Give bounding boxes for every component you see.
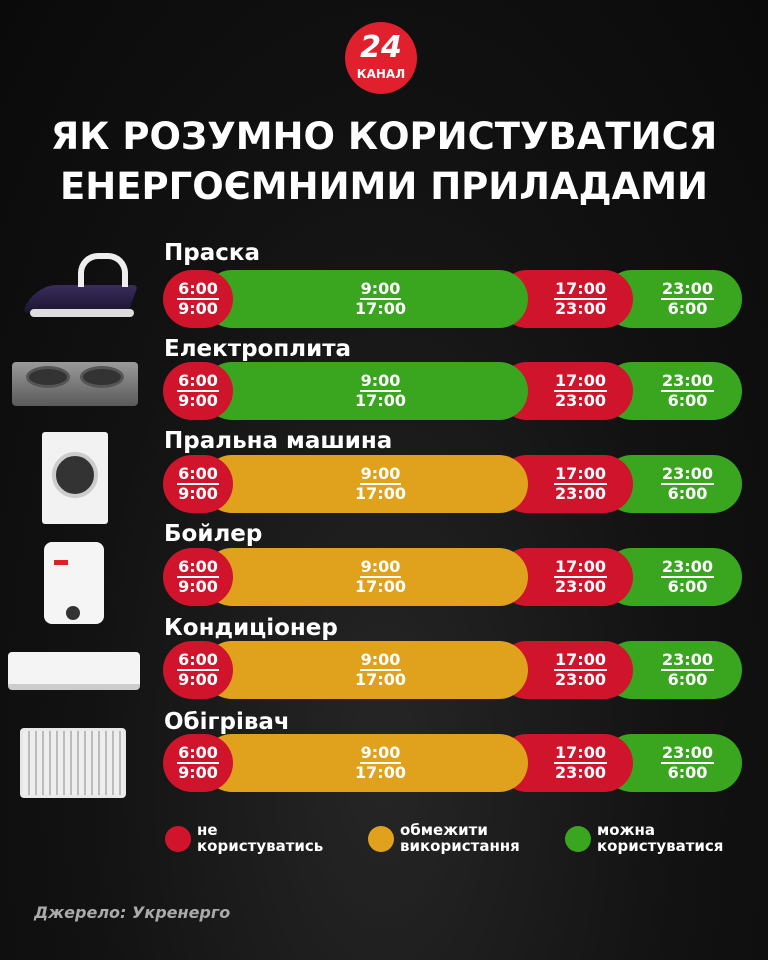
segment-to: 23:00 [555, 484, 606, 503]
segment-from: 6:00 [177, 371, 219, 392]
schedule-bar: 6:00 9:00 9:00 17:00 17:00 23:00 23:00 6:00 [163, 641, 742, 699]
segment-from: 23:00 [661, 279, 714, 300]
time-segment-amber: 9:00 17:00 [203, 455, 528, 513]
segment-to: 17:00 [355, 484, 406, 503]
legend-line: користуватися [597, 837, 724, 855]
segment-from: 23:00 [661, 464, 714, 485]
boiler-icon [44, 542, 104, 624]
time-segment-amber: 9:00 17:00 [203, 548, 528, 606]
segment-from: 9:00 [359, 650, 402, 671]
page-title: ЯК РОЗУМНО КОРИСТУВАТИСЯ ЕНЕРГОЄМНИМИ ПР… [0, 112, 768, 212]
segment-from: 23:00 [661, 650, 714, 671]
title-line-1: ЯК РОЗУМНО КОРИСТУВАТИСЯ [50, 115, 718, 158]
segment-to: 23:00 [555, 577, 606, 596]
segment-from: 17:00 [554, 371, 607, 392]
segment-from: 23:00 [661, 371, 714, 392]
segment-from: 6:00 [177, 743, 219, 764]
legend-label: не користуватись [197, 822, 323, 854]
appliance-label: Бойлер [164, 521, 263, 547]
segment-to: 6:00 [667, 577, 708, 596]
segment-to: 9:00 [178, 391, 218, 410]
appliance-label: Електроплита [164, 336, 352, 362]
segment-from: 9:00 [359, 743, 402, 764]
legend-line: використання [400, 837, 520, 855]
segment-from: 9:00 [359, 279, 402, 300]
legend-label: можна користуватися [597, 822, 723, 854]
time-segment-green: 9:00 17:00 [203, 362, 528, 420]
schedule-bar: 6:00 9:00 9:00 17:00 17:00 23:00 23:00 6:00 [163, 548, 742, 606]
segment-to: 9:00 [178, 763, 218, 782]
segment-to: 17:00 [355, 391, 406, 410]
segment-from: 17:00 [554, 743, 607, 764]
segment-from: 6:00 [177, 279, 219, 300]
time-segment-red: 6:00 9:00 [163, 734, 233, 792]
segment-to: 23:00 [555, 763, 606, 782]
segment-to: 9:00 [178, 299, 218, 318]
source-credit: Джерело: Укренерго [34, 903, 231, 922]
schedule-bar: 6:00 9:00 9:00 17:00 17:00 23:00 23:00 6:00 [163, 362, 742, 420]
legend-line: можна [597, 821, 655, 839]
legend-dot-green [565, 826, 591, 852]
title-line-2: ЕНЕРГОЄМНИМИ ПРИЛАДАМИ [59, 165, 709, 208]
segment-from: 17:00 [554, 279, 607, 300]
segment-to: 9:00 [178, 670, 218, 689]
time-segment-amber: 9:00 17:00 [203, 734, 528, 792]
segment-to: 6:00 [667, 670, 708, 689]
appliance-label: Кондиціонер [164, 615, 338, 641]
segment-from: 17:00 [554, 464, 607, 485]
washing-machine-icon [42, 432, 108, 524]
segment-to: 6:00 [667, 391, 708, 410]
segment-to: 6:00 [667, 299, 708, 318]
segment-to: 6:00 [667, 763, 708, 782]
segment-to: 6:00 [667, 484, 708, 503]
time-segment-green: 9:00 17:00 [203, 270, 528, 328]
time-segment-amber: 9:00 17:00 [203, 641, 528, 699]
time-segment-red: 6:00 9:00 [163, 641, 233, 699]
heater-icon [20, 728, 126, 798]
segment-to: 9:00 [178, 484, 218, 503]
time-segment-red: 6:00 9:00 [163, 548, 233, 606]
segment-from: 23:00 [661, 557, 714, 578]
iron-icon [22, 245, 139, 325]
time-segment-red: 6:00 9:00 [163, 362, 233, 420]
time-segment-red: 6:00 9:00 [163, 270, 233, 328]
legend-dot-amber [368, 826, 394, 852]
legend-line: користуватись [197, 837, 324, 855]
schedule-bar: 6:00 9:00 9:00 17:00 17:00 23:00 23:00 6:00 [163, 270, 742, 328]
segment-to: 9:00 [178, 577, 218, 596]
segment-to: 23:00 [555, 391, 606, 410]
segment-to: 23:00 [555, 299, 606, 318]
segment-from: 6:00 [177, 557, 219, 578]
air-conditioner-icon [8, 652, 140, 690]
segment-from: 6:00 [177, 464, 219, 485]
segment-from: 17:00 [554, 557, 607, 578]
segment-from: 17:00 [554, 650, 607, 671]
legend-line: обмежити [400, 821, 488, 839]
legend-line: не [197, 821, 218, 839]
logo-24-kanal: 24 КАНАЛ [345, 22, 417, 94]
segment-to: 23:00 [555, 670, 606, 689]
schedule-bar: 6:00 9:00 9:00 17:00 17:00 23:00 23:00 6:00 [163, 734, 742, 792]
appliance-label: Пральна машина [164, 428, 393, 454]
segment-from: 23:00 [661, 743, 714, 764]
segment-from: 9:00 [359, 557, 402, 578]
time-segment-green: 23:00 6:00 [603, 270, 742, 328]
segment-to: 17:00 [355, 763, 406, 782]
segment-from: 9:00 [359, 464, 402, 485]
segment-from: 6:00 [177, 650, 219, 671]
electric-stove-icon [12, 362, 138, 406]
segment-to: 17:00 [355, 299, 406, 318]
segment-to: 17:00 [355, 670, 406, 689]
appliance-label: Праска [164, 240, 260, 266]
segment-to: 17:00 [355, 577, 406, 596]
legend-label: обмежити використання [400, 822, 520, 854]
legend-dot-red [165, 826, 191, 852]
time-segment-red: 6:00 9:00 [163, 455, 233, 513]
segment-from: 9:00 [359, 371, 402, 392]
appliance-label: Обігрівач [164, 709, 290, 735]
schedule-bar: 6:00 9:00 9:00 17:00 17:00 23:00 23:00 6:00 [163, 455, 742, 513]
